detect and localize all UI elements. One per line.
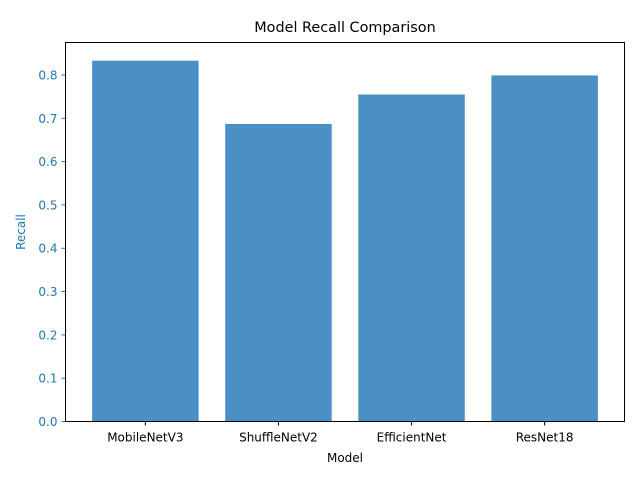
y-tick-label: 0.8 (38, 68, 57, 82)
y-tick-label: 0.0 (38, 415, 57, 429)
y-tick-label: 0.6 (38, 155, 57, 169)
bar-resnet18 (491, 75, 598, 422)
bar-mobilenetv3 (92, 60, 199, 422)
y-axis-ticks: 0.0 0.1 0.2 0.3 0.4 0.5 0.6 0.7 0.8 (38, 68, 66, 429)
x-tick-label: EfficientNet (377, 431, 447, 445)
x-tick-label: ShuffleNetV2 (239, 431, 318, 445)
bar-shufflenetv2 (225, 123, 332, 422)
x-axis-ticks: MobileNetV3 ShuffleNetV2 EfficientNet ResNe… (107, 421, 574, 445)
x-tick-label: MobileNetV3 (107, 431, 183, 445)
y-tick-label: 0.1 (38, 372, 57, 386)
plot-frame (65, 42, 625, 422)
x-axis-label: Model (327, 451, 363, 465)
y-tick-label: 0.2 (38, 328, 57, 342)
y-tick-label: 0.7 (38, 112, 57, 126)
y-tick-label: 0.5 (38, 198, 57, 212)
y-tick-label: 0.4 (38, 242, 57, 256)
bars-layer (92, 60, 598, 422)
y-axis-label: Recall (14, 214, 28, 250)
x-tick-label: ResNet18 (516, 431, 574, 445)
bar-efficientnet (358, 94, 465, 422)
y-tick-label: 0.3 (38, 285, 57, 299)
chart-title: Model Recall Comparison (254, 20, 435, 36)
